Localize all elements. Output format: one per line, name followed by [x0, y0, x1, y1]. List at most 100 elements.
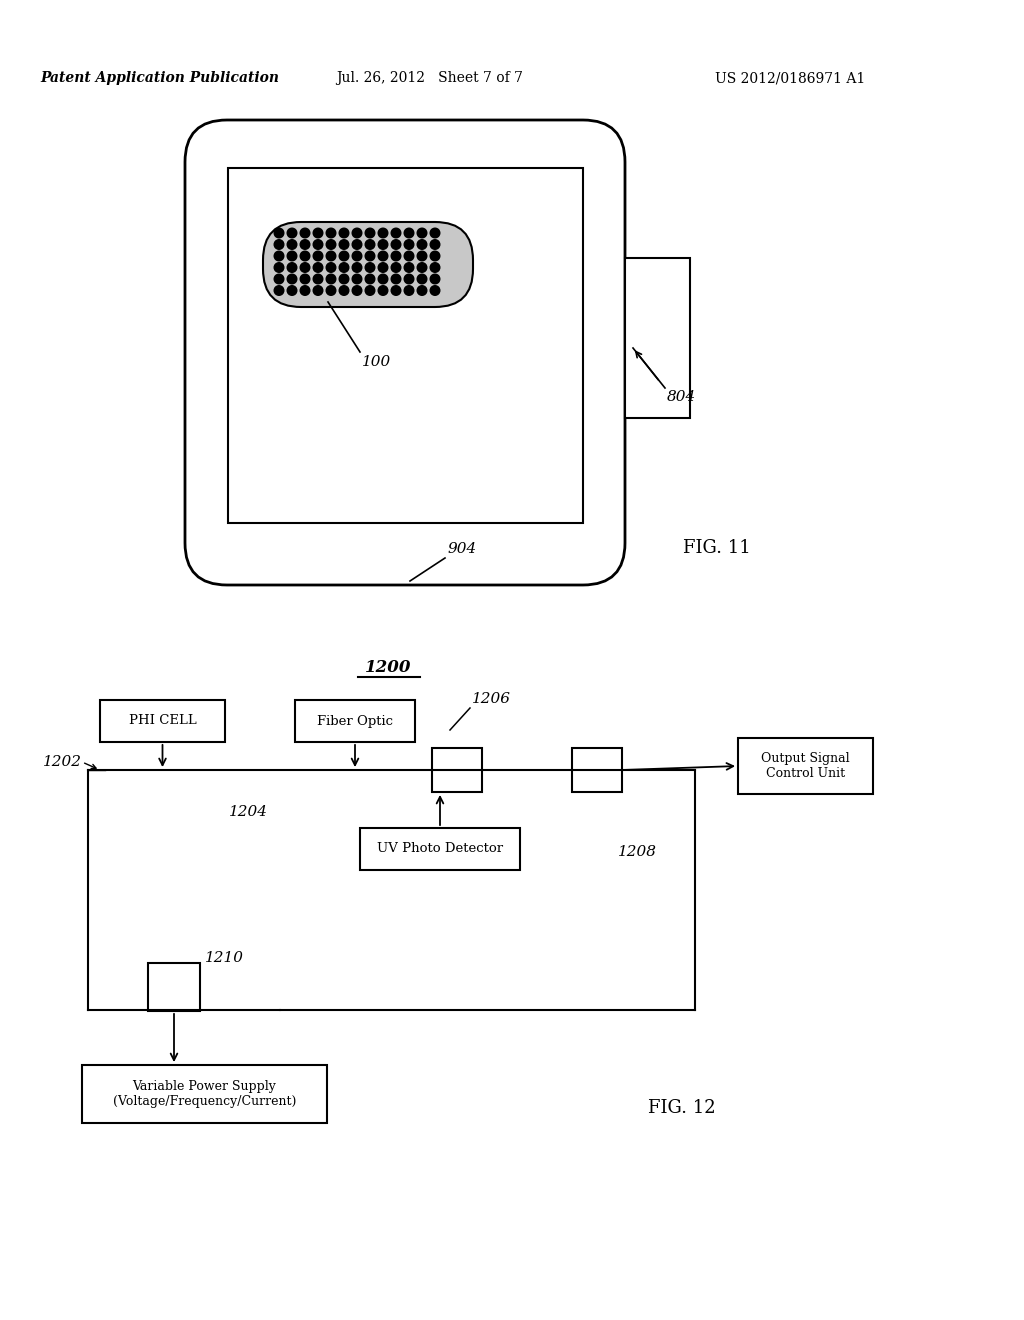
Circle shape [430, 240, 439, 249]
Circle shape [352, 285, 361, 296]
Circle shape [378, 240, 388, 249]
Circle shape [366, 251, 375, 261]
Circle shape [274, 228, 284, 238]
Circle shape [417, 240, 427, 249]
Circle shape [404, 263, 414, 272]
Text: 1208: 1208 [618, 845, 657, 859]
Bar [228, 168, 583, 523]
Circle shape [287, 285, 297, 296]
Circle shape [300, 228, 310, 238]
Circle shape [417, 285, 427, 296]
Circle shape [366, 263, 375, 272]
Circle shape [352, 251, 361, 261]
Circle shape [300, 251, 310, 261]
Circle shape [339, 240, 349, 249]
Circle shape [327, 285, 336, 296]
Text: PHI CELL: PHI CELL [129, 714, 197, 727]
Circle shape [339, 285, 349, 296]
Circle shape [287, 263, 297, 272]
Circle shape [430, 263, 439, 272]
Circle shape [313, 285, 323, 296]
Circle shape [366, 285, 375, 296]
Bar [360, 828, 520, 870]
Circle shape [417, 275, 427, 284]
Circle shape [313, 228, 323, 238]
Circle shape [378, 285, 388, 296]
Circle shape [417, 251, 427, 261]
Circle shape [404, 275, 414, 284]
Text: 1204: 1204 [228, 805, 267, 818]
Circle shape [313, 275, 323, 284]
Circle shape [404, 251, 414, 261]
Bar [738, 738, 873, 795]
Text: Variable Power Supply
(Voltage/Frequency/Current): Variable Power Supply (Voltage/Frequency… [113, 1080, 296, 1107]
Circle shape [404, 228, 414, 238]
Bar [82, 1065, 327, 1123]
Circle shape [430, 251, 439, 261]
Text: UV Photo Detector: UV Photo Detector [377, 842, 503, 855]
Text: 1206: 1206 [472, 692, 511, 706]
Circle shape [327, 240, 336, 249]
Circle shape [417, 263, 427, 272]
Circle shape [352, 240, 361, 249]
Circle shape [352, 275, 361, 284]
Circle shape [274, 251, 284, 261]
Circle shape [378, 228, 388, 238]
Circle shape [404, 285, 414, 296]
Circle shape [287, 275, 297, 284]
Circle shape [391, 263, 400, 272]
Text: US 2012/0186971 A1: US 2012/0186971 A1 [715, 71, 865, 84]
Circle shape [300, 240, 310, 249]
Circle shape [300, 285, 310, 296]
Circle shape [404, 240, 414, 249]
Circle shape [366, 240, 375, 249]
Circle shape [391, 251, 400, 261]
Bar [432, 748, 482, 792]
Circle shape [327, 228, 336, 238]
Circle shape [287, 251, 297, 261]
Circle shape [366, 228, 375, 238]
Text: Patent Application Publication: Patent Application Publication [41, 71, 280, 84]
Circle shape [391, 240, 400, 249]
Circle shape [391, 275, 400, 284]
Circle shape [352, 228, 361, 238]
Bar [295, 700, 415, 742]
FancyBboxPatch shape [263, 222, 473, 308]
Circle shape [274, 275, 284, 284]
Circle shape [430, 275, 439, 284]
Circle shape [378, 263, 388, 272]
Circle shape [327, 275, 336, 284]
Circle shape [366, 275, 375, 284]
Text: Jul. 26, 2012   Sheet 7 of 7: Jul. 26, 2012 Sheet 7 of 7 [337, 71, 523, 84]
Text: 100: 100 [362, 355, 391, 370]
Circle shape [274, 285, 284, 296]
Circle shape [430, 228, 439, 238]
Circle shape [274, 240, 284, 249]
Circle shape [327, 251, 336, 261]
FancyBboxPatch shape [185, 120, 625, 585]
Circle shape [313, 240, 323, 249]
Circle shape [378, 251, 388, 261]
Bar [625, 257, 690, 418]
Bar [572, 748, 622, 792]
Circle shape [378, 275, 388, 284]
Circle shape [327, 263, 336, 272]
Bar [100, 700, 225, 742]
Circle shape [391, 285, 400, 296]
Circle shape [287, 228, 297, 238]
Text: 1210: 1210 [205, 950, 244, 965]
Circle shape [313, 251, 323, 261]
Circle shape [300, 263, 310, 272]
Circle shape [274, 263, 284, 272]
Circle shape [300, 275, 310, 284]
Circle shape [391, 228, 400, 238]
Text: 1200: 1200 [365, 660, 412, 676]
Circle shape [339, 251, 349, 261]
Circle shape [287, 240, 297, 249]
Text: FIG. 12: FIG. 12 [648, 1100, 716, 1117]
Circle shape [339, 228, 349, 238]
Circle shape [352, 263, 361, 272]
Circle shape [417, 228, 427, 238]
Circle shape [430, 285, 439, 296]
Text: Fiber Optic: Fiber Optic [317, 714, 393, 727]
